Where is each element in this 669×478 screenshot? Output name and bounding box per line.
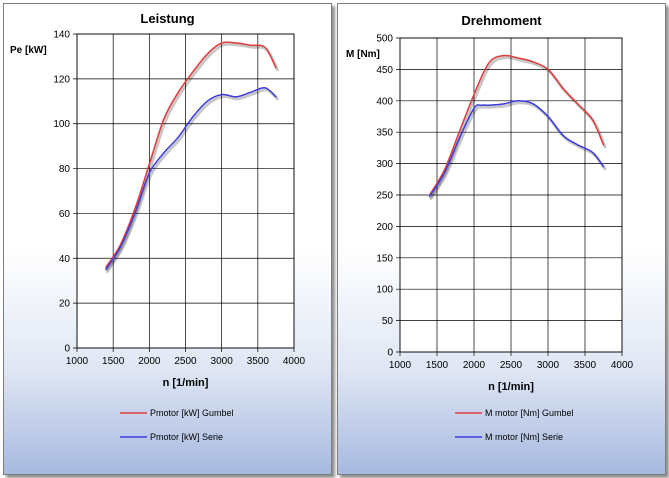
drehmoment-series-serie-line (428, 100, 605, 198)
drehmoment-series-gumbel-line (428, 54, 605, 196)
drehmoment-y-tick-label: 0 (387, 348, 393, 359)
drehmoment-x-tick-label: 2000 (463, 360, 486, 371)
drehmoment-y-tick-label: 250 (376, 191, 393, 202)
leistung-y-tick-label: 40 (59, 254, 71, 265)
leistung-x-tick-label: 1000 (66, 356, 89, 367)
drehmoment-x-tick-label: 3500 (574, 360, 597, 371)
drehmoment-x-tick-label: 1500 (426, 360, 449, 371)
drehmoment-legend-serie-label: M motor [Nm] Serie (485, 432, 563, 442)
drehmoment-y-tick-label: 200 (376, 222, 393, 233)
drehmoment-y-axis-label: M [Nm] (346, 49, 380, 60)
leistung-y-tick-label: 60 (59, 209, 71, 220)
leistung-x-axis-label: n [1/min] (163, 377, 209, 389)
leistung-x-tick-label: 3500 (247, 356, 270, 367)
leistung-x-tick-label: 3000 (211, 356, 234, 367)
leistung-y-tick-label: 0 (64, 344, 70, 355)
drehmoment-y-tick-label: 300 (376, 159, 393, 170)
leistung-y-axis-label: Pe [kW] (10, 45, 47, 56)
leistung-y-tick-label: 120 (53, 74, 70, 85)
leistung-legend-serie-label: Pmotor [kW] Serie (150, 432, 223, 442)
drehmoment-y-tick-label: 400 (376, 96, 393, 107)
drehmoment-series-serie-shadow (429, 101, 607, 200)
drehmoment-y-tick-label: 500 (376, 34, 393, 45)
drehmoment-y-tick-label: 450 (376, 65, 393, 76)
leistung-x-tick-label: 2000 (138, 356, 161, 367)
leistung-chart-title: Leistung (140, 11, 194, 26)
drehmoment-x-tick-label: 1000 (389, 360, 412, 371)
drehmoment-y-tick-label: 350 (376, 128, 393, 139)
leistung-y-tick-label: 20 (59, 299, 71, 310)
leistung-x-tick-label: 2500 (174, 356, 197, 367)
drehmoment-legend-gumbel-label: M motor [Nm] Gumbel (485, 408, 574, 418)
drehmoment-chart-panel: Drehmoment M [Nm] n [1/min] 1000 1500 2000 250… (337, 3, 666, 475)
leistung-x-tick-label: 4000 (283, 356, 306, 367)
leistung-legend-gumbel-label: Pmotor [kW] Gumbel (150, 408, 234, 418)
leistung-y-tick-label: 80 (59, 164, 71, 175)
drehmoment-x-tick-label: 4000 (611, 360, 634, 371)
drehmoment-x-tick-label: 3000 (537, 360, 560, 371)
drehmoment-x-tick-label: 2500 (500, 360, 523, 371)
leistung-chart-panel: Leistung Pe [kW] n [1/min] 1000 1500 2000 2500… (3, 3, 332, 475)
leistung-x-tick-label: 1500 (102, 356, 125, 367)
leistung-y-tick-label: 140 (53, 30, 70, 41)
drehmoment-y-tick-label: 50 (382, 316, 394, 327)
leistung-series-serie-shadow (105, 88, 279, 273)
leistung-y-tick-label: 100 (53, 119, 70, 130)
drehmoment-y-tick-label: 150 (376, 253, 393, 264)
drehmoment-chart-title: Drehmoment (461, 13, 542, 28)
leistung-series-gumbel-line (105, 41, 277, 269)
drehmoment-y-tick-label: 100 (376, 285, 393, 296)
drehmoment-x-axis-label: n [1/min] (488, 381, 534, 393)
leistung-series-serie-line (105, 86, 277, 271)
